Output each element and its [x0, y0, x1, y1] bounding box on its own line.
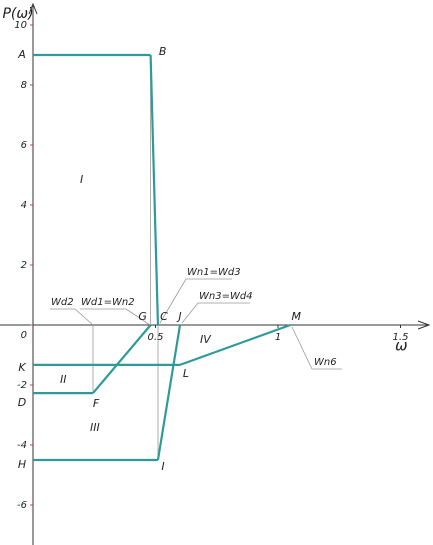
y-tick-label: -6 — [17, 500, 27, 511]
y-tick-label: 4 — [21, 200, 27, 211]
y-tick-label: -2 — [17, 380, 27, 391]
y-label: P(ω) — [2, 6, 33, 22]
point-label: K — [18, 361, 26, 374]
x-arrow — [417, 320, 431, 330]
leader — [80, 308, 151, 326]
point-label: F — [93, 397, 100, 410]
region-label: III — [90, 421, 100, 434]
point-label: L — [183, 367, 189, 380]
annotation: Wn3=Wd4 — [199, 291, 253, 302]
x-label: ω — [395, 337, 408, 355]
point-label: A — [17, 48, 26, 61]
region-label: II — [60, 373, 67, 386]
region-label: IV — [200, 333, 212, 346]
segment — [92, 324, 152, 394]
y-arrow — [28, 2, 38, 15]
point-label: J — [176, 310, 181, 323]
point-label: M — [292, 310, 302, 323]
segment — [149, 54, 160, 326]
leader — [50, 308, 94, 326]
leader — [181, 302, 250, 324]
y-tick-label: 0 — [21, 330, 27, 341]
point-label: B — [159, 45, 167, 58]
segment — [156, 324, 182, 461]
annotation: Wd1=Wn2 — [81, 297, 135, 308]
x-tick-label: 0.5 — [148, 332, 164, 343]
point-label: I — [161, 460, 164, 473]
y-tick-label: 8 — [21, 80, 27, 91]
point-label: G — [138, 310, 147, 323]
region-label: I — [80, 173, 83, 186]
x-tick-label: 1 — [275, 332, 281, 343]
annotation: Wn6 — [314, 357, 337, 368]
x-tick-label: 1.5 — [393, 332, 409, 343]
point-label: H — [18, 458, 26, 471]
point-label: D — [18, 396, 26, 409]
leader — [291, 326, 342, 370]
annotation: Wn1=Wd3 — [187, 267, 241, 278]
y-tick-label: 10 — [14, 20, 27, 31]
annotation: Wd2 — [51, 297, 74, 308]
y-tick-label: 2 — [21, 260, 27, 271]
y-tick-label: 6 — [21, 140, 27, 151]
segment — [179, 323, 291, 366]
leader — [159, 278, 232, 324]
y-tick-label: -4 — [17, 440, 27, 451]
point-label: C — [160, 310, 168, 323]
